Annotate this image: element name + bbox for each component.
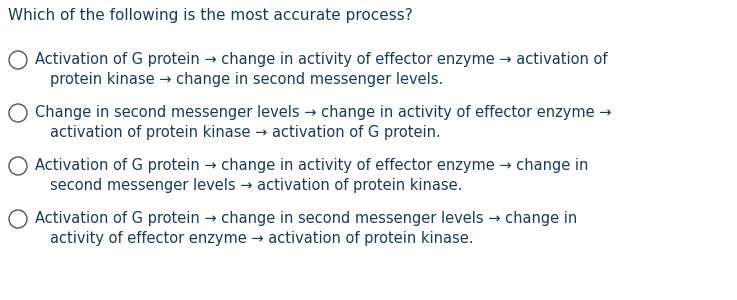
Text: Change in second messenger levels → change in activity of effector enzyme →: Change in second messenger levels → chan… [35, 105, 612, 120]
Text: Activation of G protein → change in activity of effector enzyme → change in: Activation of G protein → change in acti… [35, 158, 588, 173]
Text: protein kinase → change in second messenger levels.: protein kinase → change in second messen… [50, 72, 443, 87]
Text: activity of effector enzyme → activation of protein kinase.: activity of effector enzyme → activation… [50, 231, 473, 246]
Text: second messenger levels → activation of protein kinase.: second messenger levels → activation of … [50, 178, 462, 193]
Text: Which of the following is the most accurate process?: Which of the following is the most accur… [8, 8, 413, 23]
Text: activation of protein kinase → activation of G protein.: activation of protein kinase → activatio… [50, 125, 441, 140]
Text: Activation of G protein → change in activity of effector enzyme → activation of: Activation of G protein → change in acti… [35, 52, 607, 67]
Text: Activation of G protein → change in second messenger levels → change in: Activation of G protein → change in seco… [35, 211, 577, 226]
